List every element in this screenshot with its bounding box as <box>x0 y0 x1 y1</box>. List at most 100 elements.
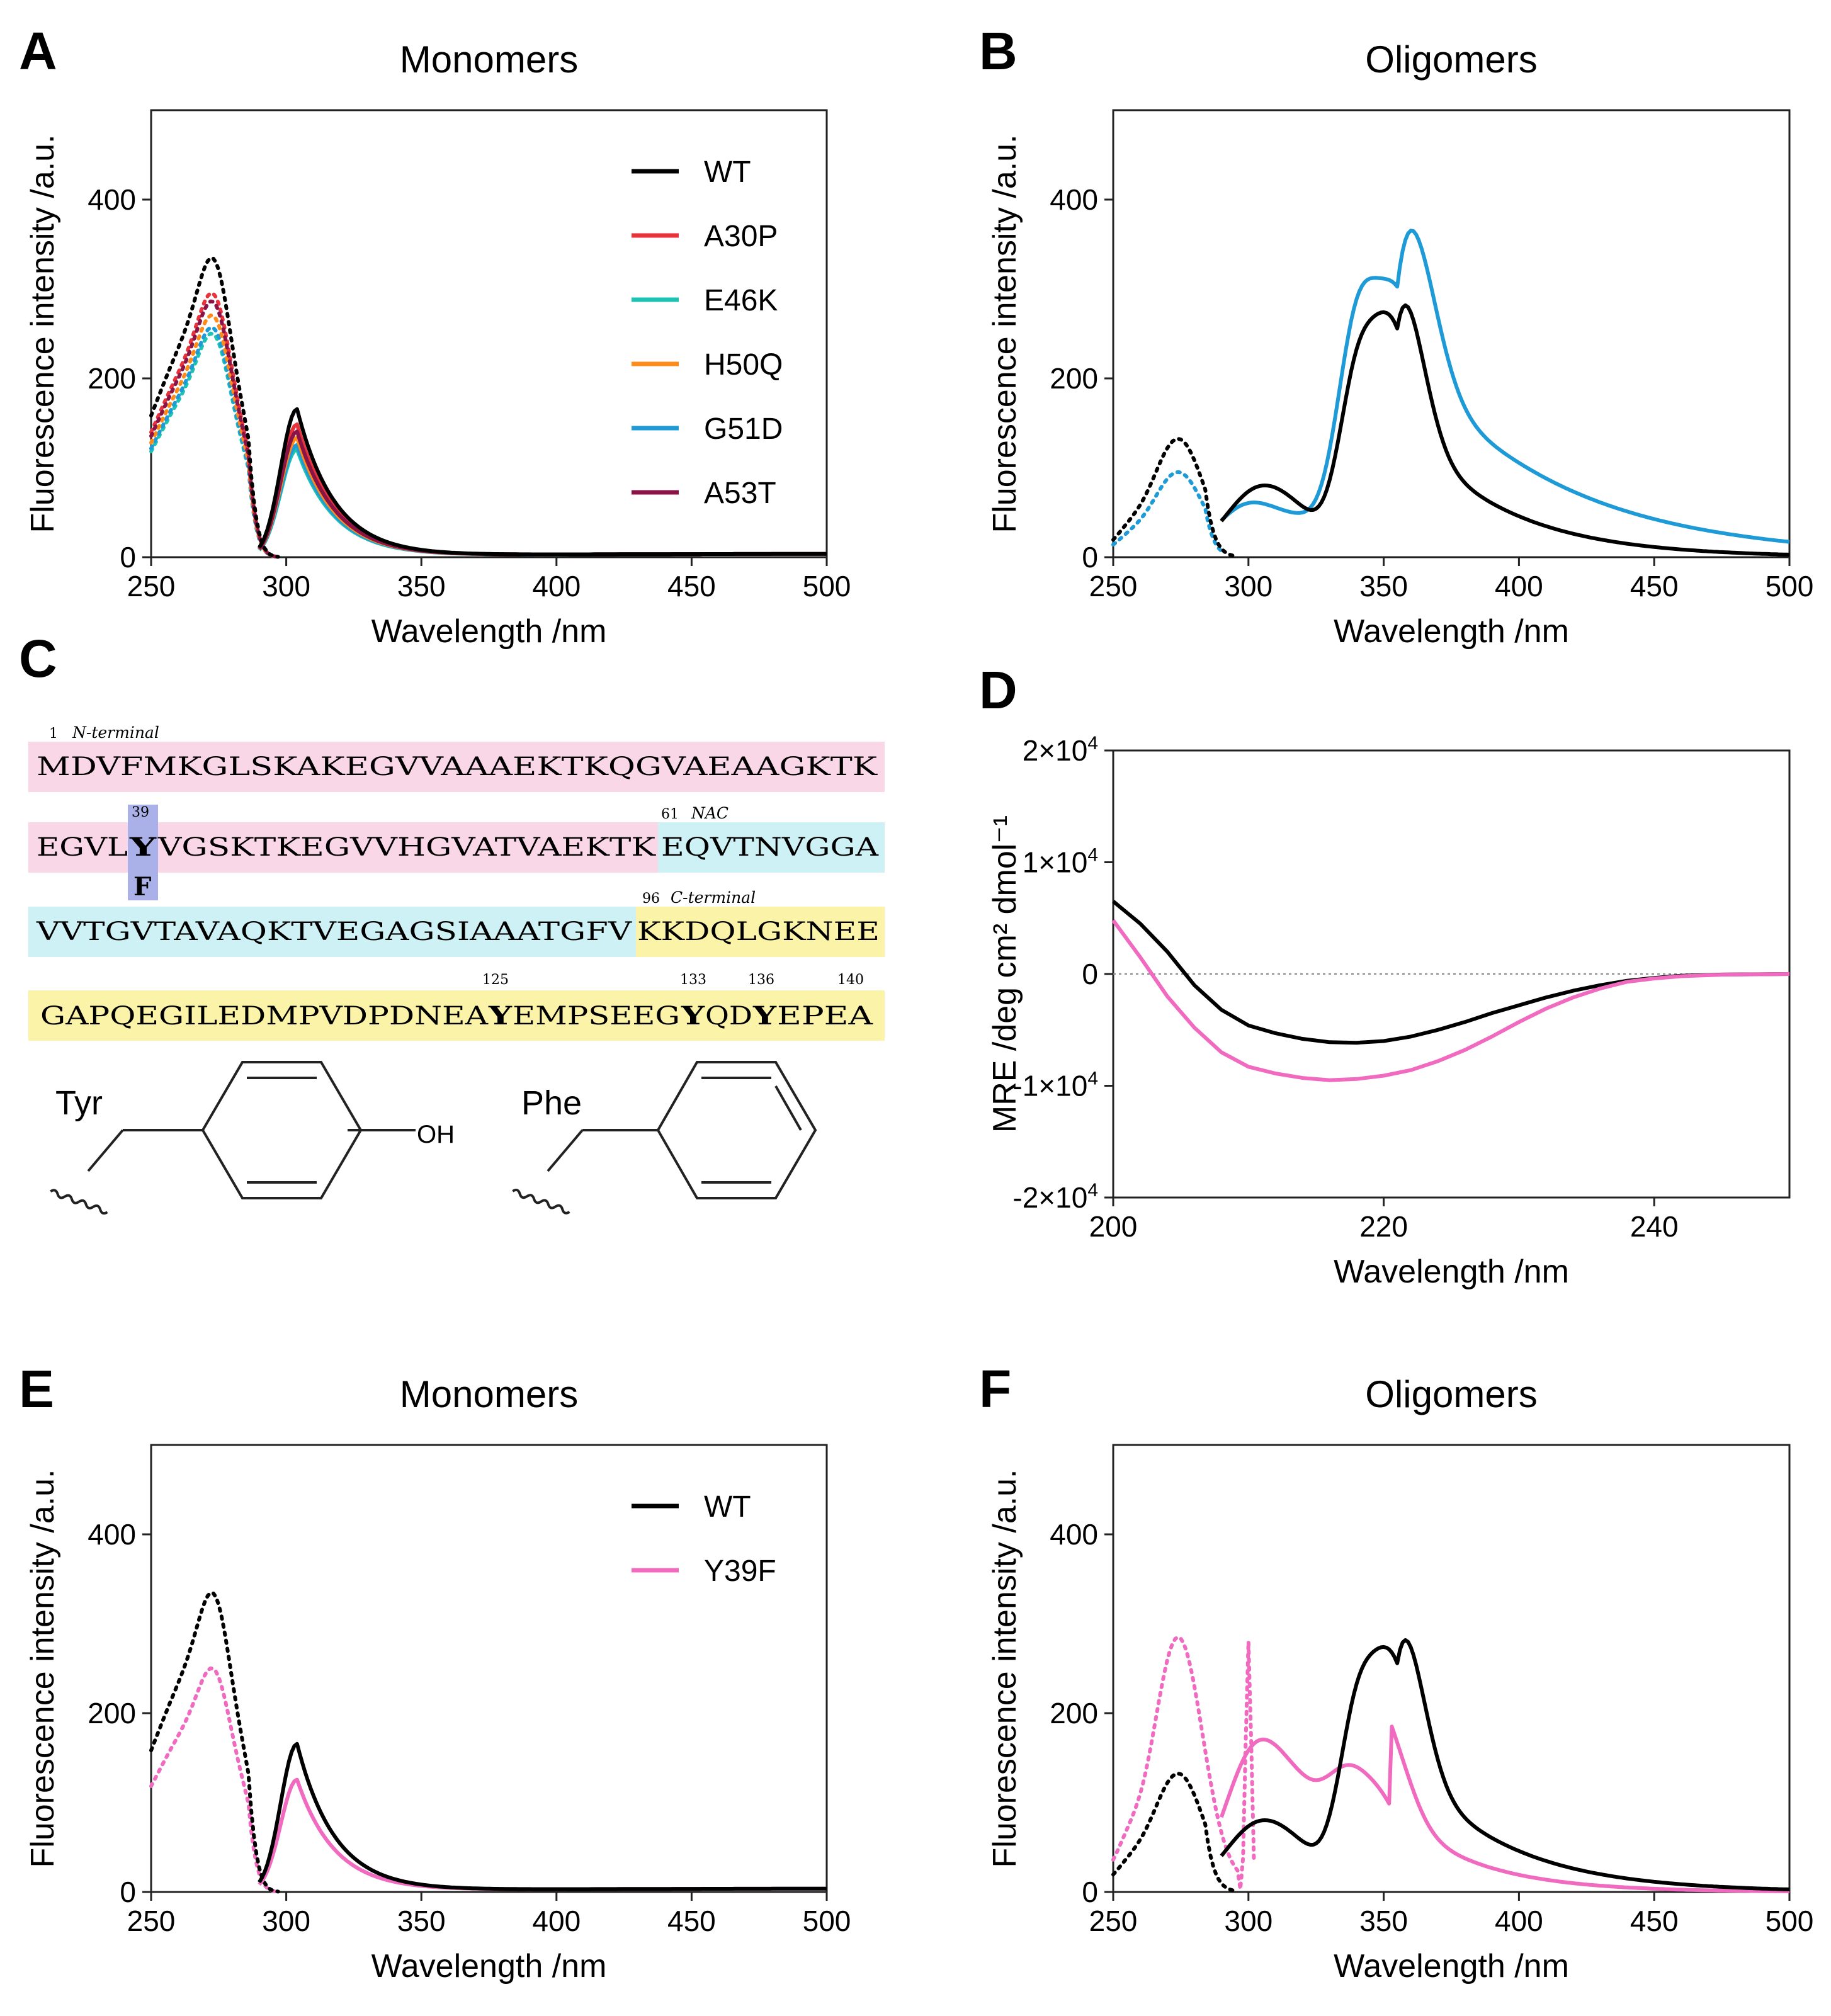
residue-number-136: 136 <box>748 972 774 988</box>
c-terminal-label: C-terminal <box>671 888 756 907</box>
legend-label-y39f: Y39F <box>704 1554 776 1588</box>
y-axis-label: Fluorescence intensity /a.u. <box>987 1470 1023 1868</box>
chart-b: 250 300 350 400 450 500 0 200 400 Wavelength /nm F… <box>987 38 1813 650</box>
panel-letter-f: F <box>979 1359 1011 1419</box>
y39f-substitution: F <box>133 872 151 902</box>
x-tick-label: 350 <box>397 1905 446 1937</box>
cd-line-y39f <box>1111 919 1790 1082</box>
x-tick-label: 500 <box>1766 1905 1814 1937</box>
legend-label-h50q: H50Q <box>704 348 783 382</box>
x-tick-label: 300 <box>1224 570 1273 603</box>
cterm-band-3 <box>636 907 885 957</box>
emission-line-wt-oligomer <box>1220 303 1790 557</box>
sequence-line-4d: EPEA <box>777 1002 873 1031</box>
panel-letter-d: D <box>979 660 1018 720</box>
nac-band-2 <box>658 822 885 873</box>
nac-label: NAC <box>691 804 728 822</box>
chart-d: 200 220 240 0 Wavelength /nm MRE /deg cm² dmo… <box>987 733 1791 1290</box>
nac-band-3 <box>28 907 636 957</box>
x-tick-label: 400 <box>1495 1905 1543 1937</box>
y-tick-label: 1×104 <box>1023 845 1098 879</box>
sequence-line-2b: VGSKTKEGVVHGVATVAEKTK <box>157 833 657 862</box>
x-axis-label: Wavelength /nm <box>371 613 607 650</box>
x-tick-label: 400 <box>532 1905 581 1937</box>
x-tick-label: 450 <box>667 570 716 603</box>
x-tick-label: 300 <box>262 1905 310 1937</box>
y-tick-label: 200 <box>88 362 136 395</box>
emission-line-wt <box>258 1741 827 1891</box>
panel-letter-e: E <box>19 1359 54 1419</box>
cd-line-wt <box>1112 900 1790 1045</box>
y-tick-label: 200 <box>88 1697 136 1730</box>
tyr39-residue: Y <box>129 832 157 862</box>
excitation-line-wt-oligomer <box>1111 436 1237 558</box>
y-axis-label: Fluorescence intensity /a.u. <box>25 135 61 533</box>
sequence-line-2a: EGVL <box>37 833 128 862</box>
chart-title: Monomers <box>400 38 578 81</box>
y-axis-label: MRE /deg cm² dmol⁻¹ <box>987 815 1023 1133</box>
phe-label: Phe <box>521 1084 582 1122</box>
y-axis-label: Fluorescence intensity /a.u. <box>25 1470 61 1868</box>
x-tick-label: 450 <box>1630 570 1679 603</box>
x-tick-label: 200 <box>1089 1210 1138 1243</box>
emission-line-g51d-oligomer <box>1220 229 1790 544</box>
tyr133-residue: Y <box>681 1001 705 1031</box>
legend-label-wt: WT <box>704 1490 751 1524</box>
x-tick-label: 500 <box>1766 570 1814 603</box>
y-tick-label: 2×104 <box>1023 733 1098 767</box>
y-tick-label: 400 <box>88 1518 136 1551</box>
y-tick-label: 400 <box>1050 1518 1098 1551</box>
x-tick-label: 500 <box>803 1905 851 1937</box>
legend-label-e46k: E46K <box>704 284 778 317</box>
panel-letter-c: C <box>19 629 57 688</box>
tyr-label: Tyr <box>55 1084 103 1122</box>
excitation-line-h50q <box>149 314 280 559</box>
residue-number-1: 1 <box>49 726 58 742</box>
x-tick-label: 300 <box>1224 1905 1273 1937</box>
legend-label-a53t: A53T <box>704 477 776 510</box>
x-tick-label: 350 <box>397 570 446 603</box>
sequence-line-4c: QD <box>705 1002 752 1031</box>
residue-number-140: 140 <box>837 972 864 988</box>
x-tick-label: 350 <box>1359 1905 1408 1937</box>
y-tick-label: 0 <box>120 541 136 574</box>
legend-label-a30p: A30P <box>704 220 778 253</box>
excitation-line-wt-oligomer <box>1111 1771 1237 1893</box>
x-tick-label: 350 <box>1359 570 1408 603</box>
y-tick-label: 0 <box>1082 1876 1098 1908</box>
sequence-line-3a: VVTGVTAVAQKTVEGAGSIAAATGFV <box>36 917 633 946</box>
x-tick-label: 250 <box>127 1905 176 1937</box>
sequence-line-1: MDVFMKGLSKAKEGVVAAAEKTKQGVAEAAGKTK <box>37 752 878 781</box>
excitation-line-y39f <box>149 1666 280 1894</box>
excitation-line-wt <box>149 1590 280 1894</box>
panel-letter-b: B <box>979 21 1018 81</box>
excitation-line-wt <box>149 256 280 559</box>
x-tick-label: 240 <box>1630 1210 1679 1243</box>
cterm-band-4 <box>28 990 885 1041</box>
tyr136-residue: Y <box>752 1001 777 1031</box>
hydroxyl-label: OH <box>417 1121 455 1148</box>
residue-number-61: 61 <box>661 807 679 822</box>
x-tick-label: 450 <box>667 1905 716 1937</box>
sequence-line-4a: GAPQEGILEDMPVDPDNEA <box>40 1002 489 1031</box>
excitation-line-g51d <box>149 326 280 559</box>
chart-title: Monomers <box>400 1373 578 1415</box>
x-tick-label: 250 <box>1089 570 1138 603</box>
x-tick-label: 300 <box>262 570 310 603</box>
sequence-line-3b: KKDQLGKNEE <box>637 917 880 946</box>
y-axis-label: Fluorescence intensity /a.u. <box>987 135 1023 533</box>
y39-highlight <box>128 805 158 900</box>
y-tick-label: 0 <box>120 1876 136 1908</box>
y-tick-label: -2×104 <box>1012 1180 1098 1214</box>
residue-number-96: 96 <box>642 891 660 907</box>
tyrosine-structure <box>50 1061 416 1215</box>
x-tick-label: 250 <box>1089 1905 1138 1937</box>
y-tick-label: -1×104 <box>1012 1068 1098 1102</box>
excitation-line-g51d-oligomer <box>1111 470 1223 553</box>
chart-title: Oligomers <box>1365 1373 1537 1415</box>
excitation-line-y39f-oligomer <box>1111 1635 1256 1891</box>
y-tick-label: 0 <box>1082 958 1098 990</box>
legend-label-g51d: G51D <box>704 412 783 446</box>
phenylalanine-structure <box>512 1061 817 1215</box>
